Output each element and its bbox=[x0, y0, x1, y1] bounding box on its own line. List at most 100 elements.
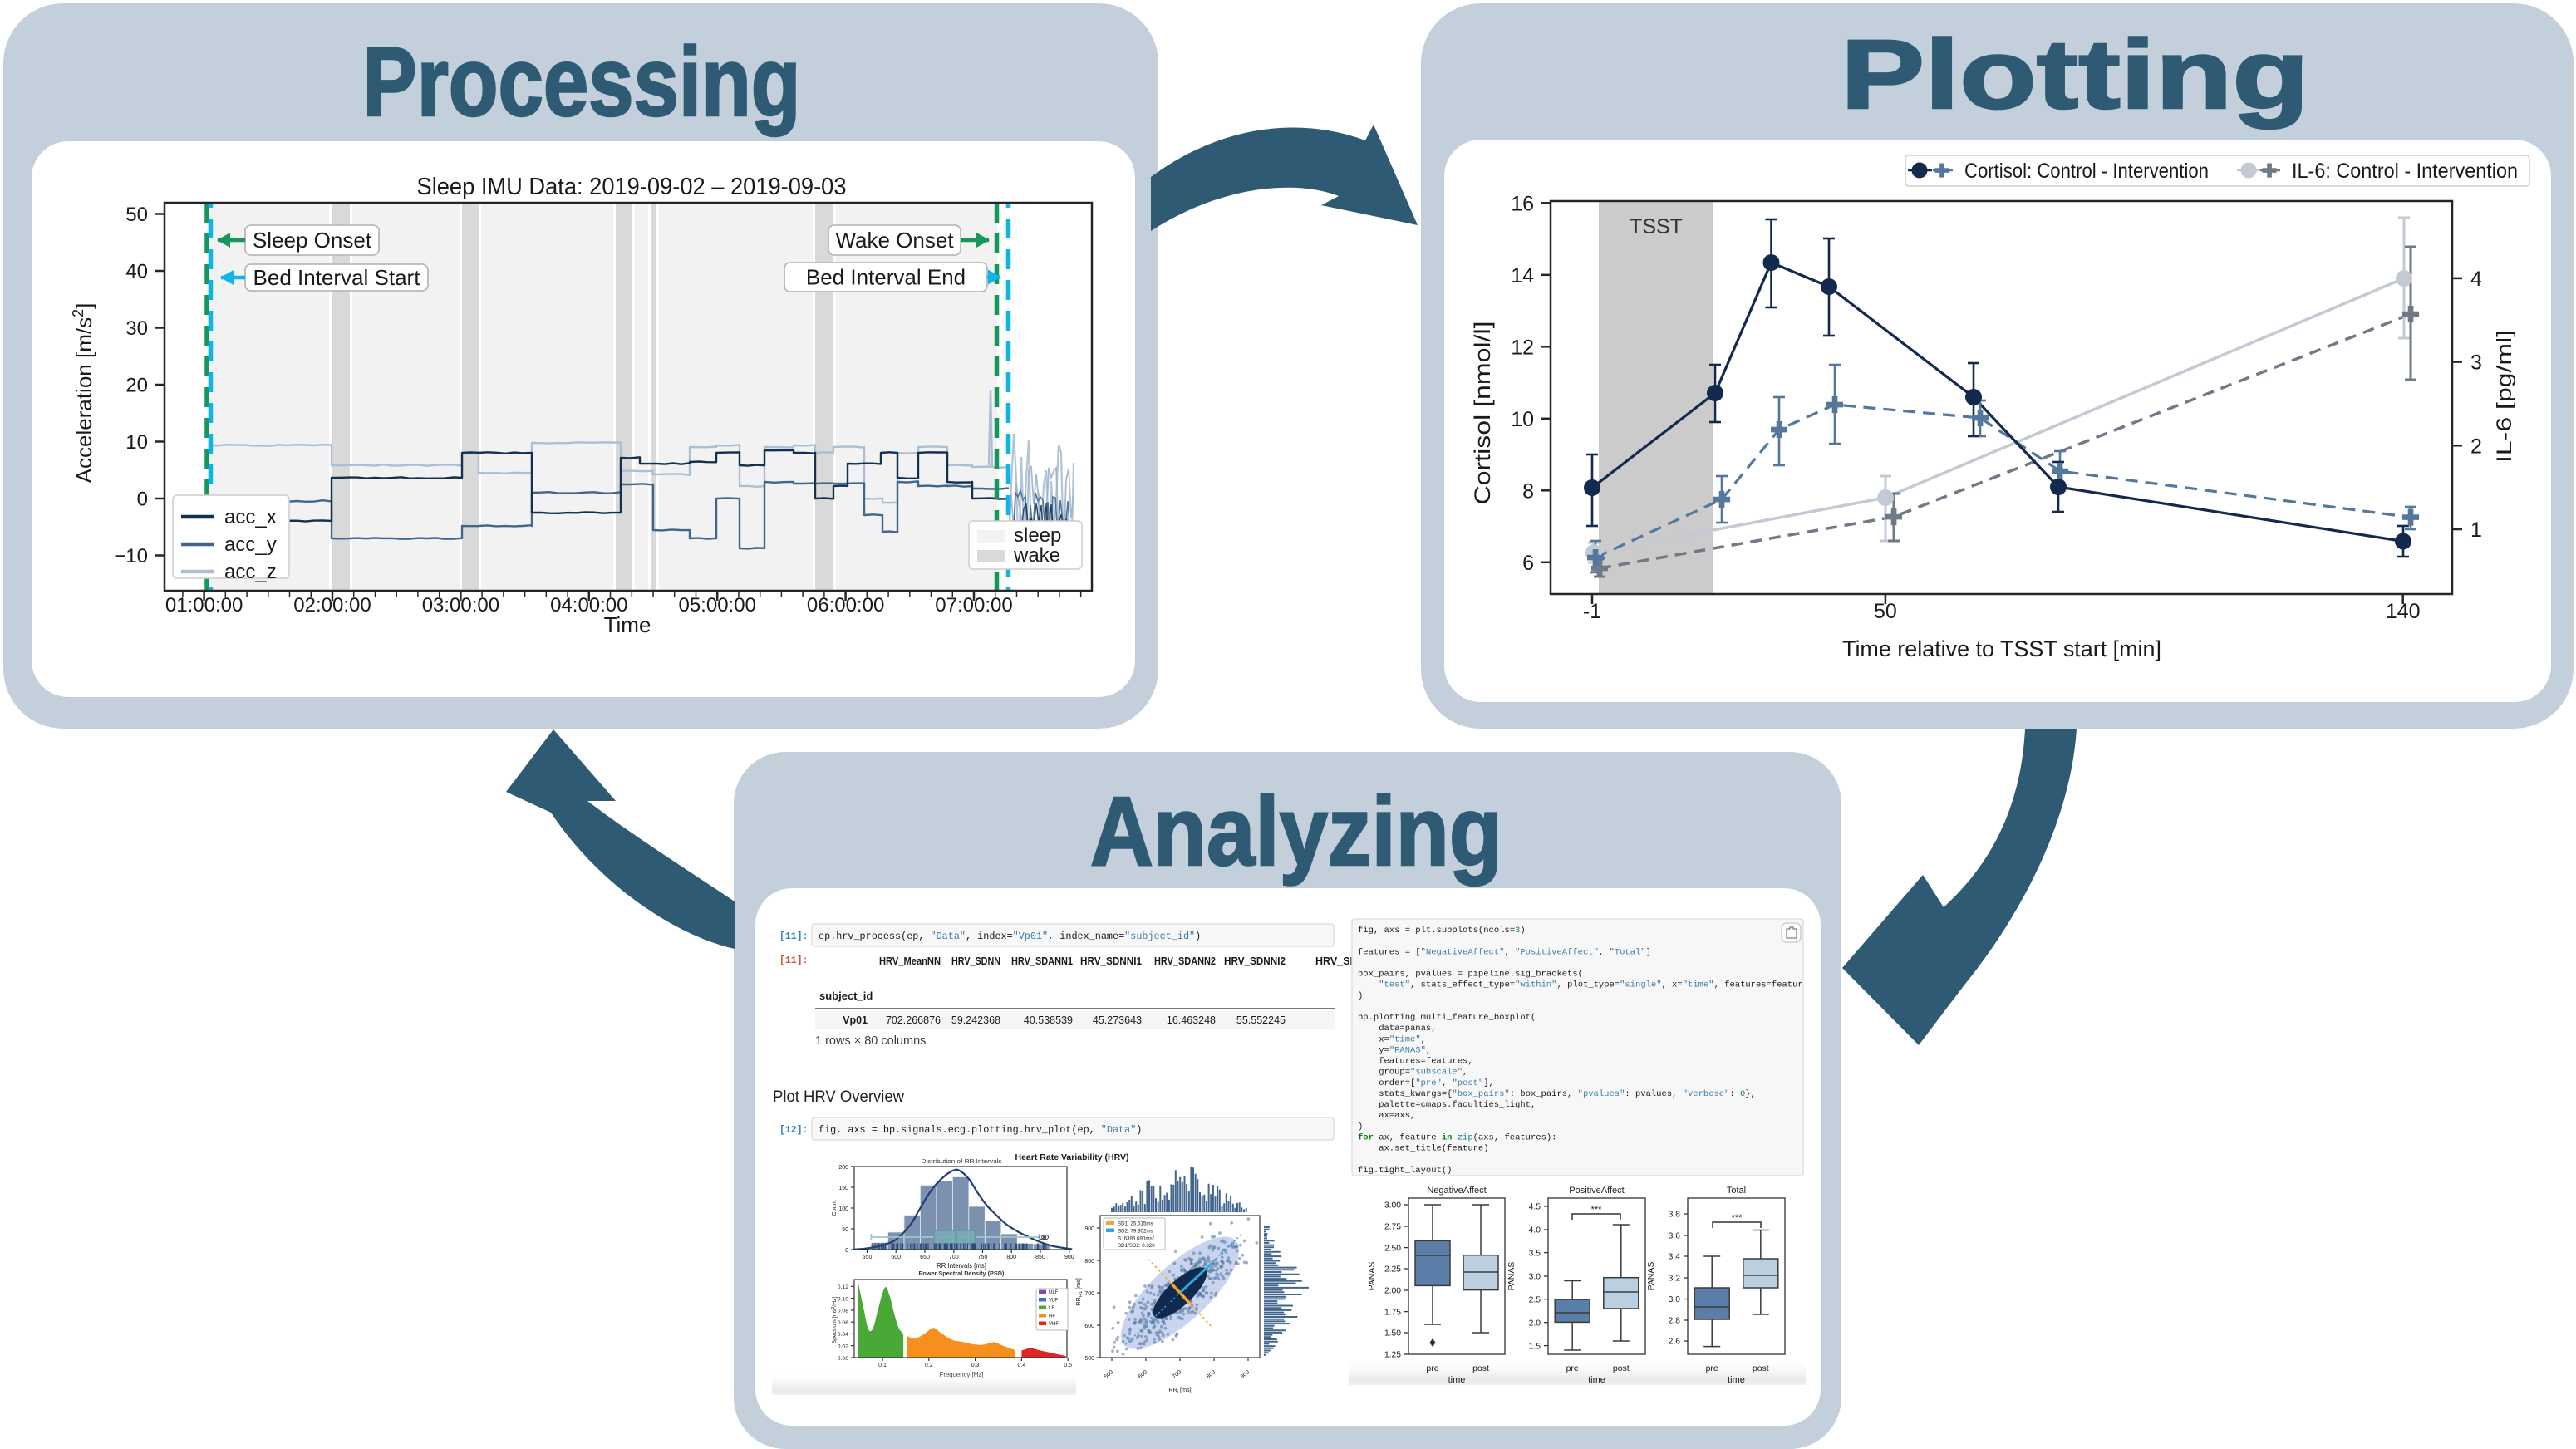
svg-text:Analyzing: Analyzing bbox=[1090, 777, 1502, 887]
svg-text:702.266876: 702.266876 bbox=[886, 1014, 941, 1026]
svg-text:NegativeAffect: NegativeAffect bbox=[1427, 1186, 1486, 1196]
svg-text:10: 10 bbox=[1511, 408, 1534, 431]
svg-text:bp.plotting.multi_feature_boxp: bp.plotting.multi_feature_boxplot( bbox=[1358, 1013, 1536, 1023]
svg-text:600: 600 bbox=[1084, 1324, 1094, 1329]
svg-text:40: 40 bbox=[125, 261, 148, 283]
svg-text:Total: Total bbox=[1727, 1186, 1746, 1196]
svg-text:140: 140 bbox=[2386, 600, 2421, 623]
svg-text:pre: pre bbox=[1566, 1363, 1579, 1373]
svg-text:PANAS: PANAS bbox=[1367, 1262, 1377, 1291]
svg-text:wake: wake bbox=[1013, 544, 1060, 567]
svg-text:2.00: 2.00 bbox=[1384, 1287, 1401, 1296]
svg-text:0.2: 0.2 bbox=[925, 1363, 933, 1368]
svg-text:16: 16 bbox=[1511, 192, 1534, 215]
svg-text:16.463248: 16.463248 bbox=[1167, 1014, 1216, 1026]
svg-text:1: 1 bbox=[2470, 518, 2482, 542]
svg-text:RRi+1 [ms]: RRi+1 [ms] bbox=[1074, 1278, 1084, 1305]
svg-text:1.75: 1.75 bbox=[1384, 1308, 1401, 1317]
svg-text:time: time bbox=[1448, 1375, 1466, 1385]
svg-text:0.10: 0.10 bbox=[838, 1296, 848, 1302]
svg-text:550: 550 bbox=[863, 1255, 873, 1260]
svg-text:14: 14 bbox=[1511, 264, 1534, 287]
svg-text:200: 200 bbox=[838, 1165, 848, 1171]
svg-text:Vp01: Vp01 bbox=[843, 1014, 868, 1026]
svg-text:stats_kwargs={"box_pairs": box: stats_kwargs={"box_pairs": box_pairs, "p… bbox=[1358, 1089, 1756, 1099]
svg-text:[11]:: [11]: bbox=[779, 931, 809, 942]
svg-text:x="time",: x="time", bbox=[1358, 1034, 1426, 1044]
svg-text:fig.tight_layout(): fig.tight_layout() bbox=[1358, 1166, 1452, 1176]
svg-text:HRV_SDANN1: HRV_SDANN1 bbox=[1011, 955, 1073, 967]
svg-text:06:00:00: 06:00:00 bbox=[807, 594, 884, 616]
svg-text:4: 4 bbox=[2470, 268, 2482, 291]
svg-text:900: 900 bbox=[1084, 1226, 1094, 1232]
svg-text:600: 600 bbox=[891, 1255, 901, 1260]
svg-text:fig, axs = plt.subplots(ncols=: fig, axs = plt.subplots(ncols=3) bbox=[1358, 926, 1526, 936]
svg-text:−10: −10 bbox=[114, 545, 148, 567]
svg-text:2.5: 2.5 bbox=[1529, 1295, 1541, 1304]
svg-text:59.242368: 59.242368 bbox=[951, 1014, 1000, 1026]
svg-text:HF: HF bbox=[1049, 1314, 1055, 1319]
svg-text:SD1/SD2: 0.320: SD1/SD2: 0.320 bbox=[1118, 1243, 1155, 1249]
svg-text:HRV_MeanNN: HRV_MeanNN bbox=[879, 955, 941, 967]
svg-text:0.3: 0.3 bbox=[971, 1363, 980, 1368]
svg-text:palette=cmaps.faculties_light,: palette=cmaps.faculties_light, bbox=[1358, 1100, 1536, 1110]
svg-text:RRi [ms]: RRi [ms] bbox=[1168, 1386, 1191, 1395]
svg-text:subject_id: subject_id bbox=[819, 990, 873, 1002]
svg-text:***: *** bbox=[1591, 1205, 1603, 1215]
svg-text:HRV_SDNNI1: HRV_SDNNI1 bbox=[1080, 955, 1142, 967]
svg-text:Count: Count bbox=[830, 1200, 838, 1216]
svg-text:0.4: 0.4 bbox=[1018, 1363, 1026, 1368]
svg-text:30: 30 bbox=[125, 317, 148, 340]
svg-text:8: 8 bbox=[1522, 479, 1534, 503]
svg-text:ax.set_title(feature): ax.set_title(feature) bbox=[1358, 1144, 1489, 1154]
svg-text:fig, axs = bp.signals.ecg.plot: fig, axs = bp.signals.ecg.plotting.hrv_p… bbox=[819, 1124, 1142, 1136]
svg-text:time: time bbox=[1588, 1375, 1605, 1385]
svg-text:50: 50 bbox=[1874, 600, 1897, 623]
svg-text:04:00:00: 04:00:00 bbox=[550, 594, 627, 616]
svg-text:650: 650 bbox=[920, 1255, 930, 1260]
svg-text:Plotting: Plotting bbox=[1841, 20, 2309, 130]
svg-text:50: 50 bbox=[842, 1227, 848, 1233]
svg-text:3.00: 3.00 bbox=[1384, 1201, 1401, 1211]
svg-text:Cortisol [nmol/l]: Cortisol [nmol/l] bbox=[1470, 322, 1495, 505]
svg-text:800: 800 bbox=[1006, 1255, 1016, 1260]
svg-text:group="subscale",: group="subscale", bbox=[1358, 1068, 1467, 1078]
svg-text:0.06: 0.06 bbox=[838, 1320, 848, 1326]
svg-text:ep.hrv_process(ep, "Data", ind: ep.hrv_process(ep, "Data", index="Vp01",… bbox=[819, 931, 1201, 942]
svg-text:03:00:00: 03:00:00 bbox=[422, 594, 499, 616]
svg-text:Bed Interval End: Bed Interval End bbox=[806, 265, 966, 290]
svg-text:Heart Rate Variability (HRV): Heart Rate Variability (HRV) bbox=[1015, 1152, 1129, 1162]
svg-text:): ) bbox=[1358, 991, 1363, 1001]
svg-text:2.75: 2.75 bbox=[1384, 1223, 1401, 1232]
svg-text:acc_x: acc_x bbox=[224, 506, 277, 528]
svg-text:post: post bbox=[1613, 1363, 1630, 1373]
svg-text:Time relative to TSST start [m: Time relative to TSST start [min] bbox=[1842, 636, 2161, 661]
svg-text:SD2: 79.802ms: SD2: 79.802ms bbox=[1118, 1229, 1153, 1235]
svg-text:10: 10 bbox=[125, 431, 148, 454]
svg-text:2.25: 2.25 bbox=[1384, 1265, 1401, 1275]
svg-text:PANAS: PANAS bbox=[1646, 1262, 1656, 1291]
svg-text:TSST: TSST bbox=[1630, 215, 1683, 238]
svg-text:post: post bbox=[1472, 1363, 1489, 1373]
svg-text:0.00: 0.00 bbox=[838, 1356, 848, 1362]
svg-text:y="PANAS",: y="PANAS", bbox=[1358, 1045, 1431, 1055]
svg-text:4.5: 4.5 bbox=[1529, 1203, 1541, 1212]
svg-text:0.04: 0.04 bbox=[838, 1332, 848, 1338]
svg-text:order=["pre", "post"],: order=["pre", "post"], bbox=[1358, 1078, 1494, 1088]
svg-text:3.6: 3.6 bbox=[1669, 1232, 1681, 1241]
svg-text:07:00:00: 07:00:00 bbox=[935, 594, 1012, 616]
svg-text:6: 6 bbox=[1522, 552, 1534, 575]
svg-text:40.538539: 40.538539 bbox=[1024, 1014, 1073, 1026]
svg-text:3.2: 3.2 bbox=[1669, 1275, 1681, 1284]
svg-text:S: 6396.690ms2: S: 6396.690ms2 bbox=[1118, 1235, 1155, 1242]
svg-text:for ax, feature in zip(axs, fe: for ax, feature in zip(axs, features): bbox=[1358, 1133, 1556, 1143]
svg-text:02:00:00: 02:00:00 bbox=[293, 594, 371, 616]
svg-text:Spectrum [ms2/Hz]: Spectrum [ms2/Hz] bbox=[831, 1296, 838, 1343]
svg-text:0.08: 0.08 bbox=[838, 1309, 848, 1314]
svg-text:3: 3 bbox=[2470, 351, 2482, 375]
svg-text:ULF: ULF bbox=[1049, 1290, 1059, 1295]
svg-text:1.25: 1.25 bbox=[1384, 1351, 1401, 1360]
svg-text:PositiveAffect: PositiveAffect bbox=[1569, 1186, 1624, 1196]
svg-text:ax=axs,: ax=axs, bbox=[1358, 1111, 1415, 1121]
svg-text:VLF: VLF bbox=[1049, 1299, 1058, 1304]
